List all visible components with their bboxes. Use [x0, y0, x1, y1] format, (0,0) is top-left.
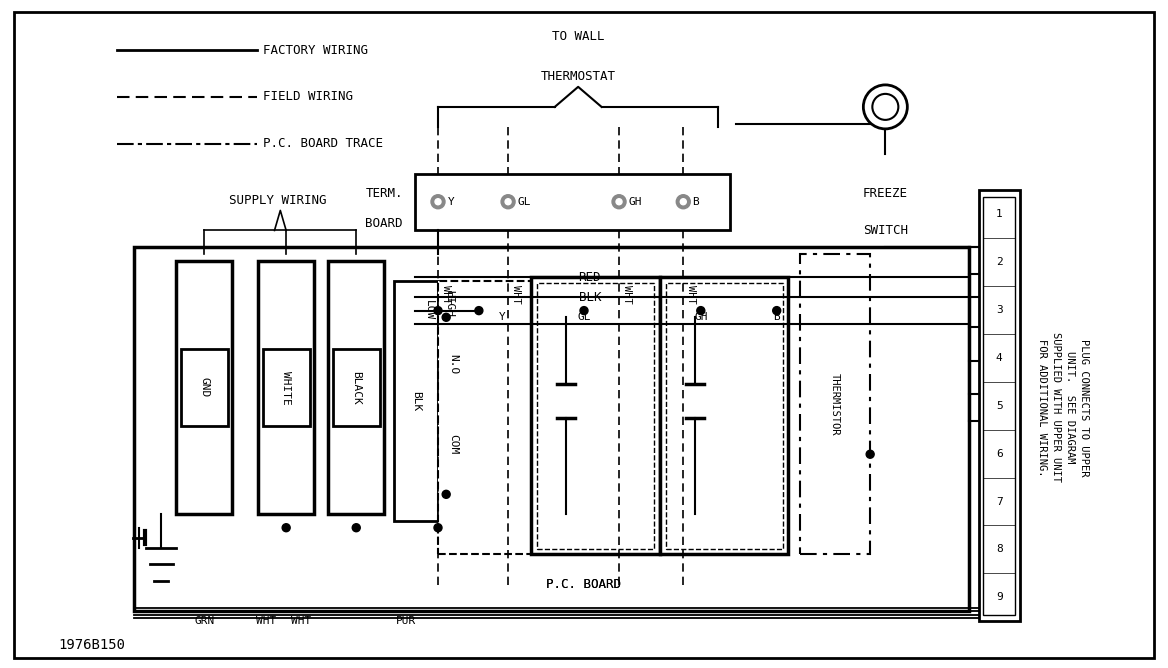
Text: 9: 9 [996, 593, 1002, 603]
Circle shape [443, 490, 450, 498]
Circle shape [501, 195, 515, 208]
Text: SUPPLY WIRING: SUPPLY WIRING [229, 194, 327, 207]
Text: B: B [773, 313, 780, 322]
Text: 2: 2 [996, 257, 1002, 267]
Text: THERMISTOR: THERMISTOR [830, 373, 840, 436]
Bar [800, 254, 870, 554]
Circle shape [475, 307, 482, 315]
Text: P.C. BOARD TRACE: P.C. BOARD TRACE [263, 137, 383, 150]
Text: N.O: N.O [449, 354, 458, 374]
Text: 1: 1 [996, 209, 1002, 219]
Text: WHT: WHT [291, 617, 312, 626]
Circle shape [283, 524, 290, 532]
Text: WHT: WHT [512, 285, 521, 303]
Circle shape [431, 195, 445, 208]
Text: 1976B150: 1976B150 [58, 638, 125, 651]
Bar [333, 349, 380, 426]
Text: PUR: PUR [396, 617, 417, 626]
Text: WHT: WHT [623, 285, 632, 303]
Bar [983, 197, 1015, 615]
Text: FACTORY WIRING: FACTORY WIRING [263, 43, 368, 57]
Text: 3: 3 [996, 305, 1002, 315]
Text: TERM.: TERM. [366, 187, 403, 200]
Bar [666, 283, 783, 549]
Text: GL: GL [577, 313, 591, 322]
Bar [438, 281, 549, 554]
Bar [531, 277, 660, 554]
Text: RED: RED [578, 271, 602, 284]
Text: TO WALL: TO WALL [552, 30, 604, 43]
Circle shape [773, 307, 780, 315]
Text: B: B [693, 197, 700, 206]
Text: WHT: WHT [256, 617, 277, 626]
Circle shape [612, 195, 626, 208]
Text: Y: Y [447, 197, 454, 206]
Circle shape [434, 524, 442, 532]
Circle shape [505, 199, 512, 204]
Bar [979, 190, 1020, 621]
Circle shape [872, 94, 898, 120]
Bar [660, 277, 788, 554]
Bar [415, 174, 730, 230]
Circle shape [867, 450, 874, 458]
Text: PLUG CONNECTS TO UPPER
UNIT.  SEE DIAGRAM
SUPPLIED WITH UPPER UNIT
FOR ADDITIONA: PLUG CONNECTS TO UPPER UNIT. SEE DIAGRAM… [1037, 333, 1089, 482]
Circle shape [580, 307, 588, 315]
Bar [176, 261, 232, 514]
Circle shape [676, 195, 690, 208]
Circle shape [863, 85, 908, 129]
Text: WHT: WHT [442, 285, 451, 303]
Text: LOW: LOW [424, 301, 433, 321]
Circle shape [443, 313, 450, 321]
Text: 4: 4 [996, 353, 1002, 363]
Text: BOARD: BOARD [366, 217, 403, 230]
Bar [328, 261, 384, 514]
Bar [258, 261, 314, 514]
Text: WHITE: WHITE [281, 371, 291, 404]
Text: GH: GH [694, 313, 708, 322]
Circle shape [434, 199, 442, 204]
Circle shape [697, 307, 704, 315]
Text: 7: 7 [996, 496, 1002, 506]
Text: P.C. BOARD: P.C. BOARD [547, 578, 621, 591]
Bar [394, 281, 438, 521]
Text: FREEZE: FREEZE [863, 187, 908, 200]
Text: WHT: WHT [687, 285, 696, 303]
Text: THERMOSTAT: THERMOSTAT [541, 70, 616, 84]
Text: BLK: BLK [411, 391, 420, 411]
Circle shape [680, 199, 687, 204]
Text: GH: GH [628, 197, 642, 206]
Circle shape [616, 199, 623, 204]
Text: GL: GL [517, 197, 531, 206]
Circle shape [434, 307, 442, 315]
Text: 5: 5 [996, 401, 1002, 411]
Text: BLK: BLK [578, 291, 602, 304]
Text: GRN: GRN [194, 617, 215, 626]
Bar [181, 349, 228, 426]
Text: BLACK: BLACK [352, 371, 361, 404]
Circle shape [353, 524, 360, 532]
Bar [134, 247, 969, 611]
Text: 8: 8 [996, 544, 1002, 554]
Text: HIGH: HIGH [445, 291, 454, 317]
Text: GND: GND [200, 377, 209, 397]
Text: FIELD WIRING: FIELD WIRING [263, 90, 353, 104]
Text: P.C. BOARD: P.C. BOARD [547, 578, 621, 591]
Bar [263, 349, 310, 426]
Bar [537, 283, 654, 549]
Text: 6: 6 [996, 449, 1002, 459]
Text: SWITCH: SWITCH [863, 224, 908, 237]
Text: COM: COM [449, 434, 458, 454]
Text: Y: Y [499, 313, 506, 322]
